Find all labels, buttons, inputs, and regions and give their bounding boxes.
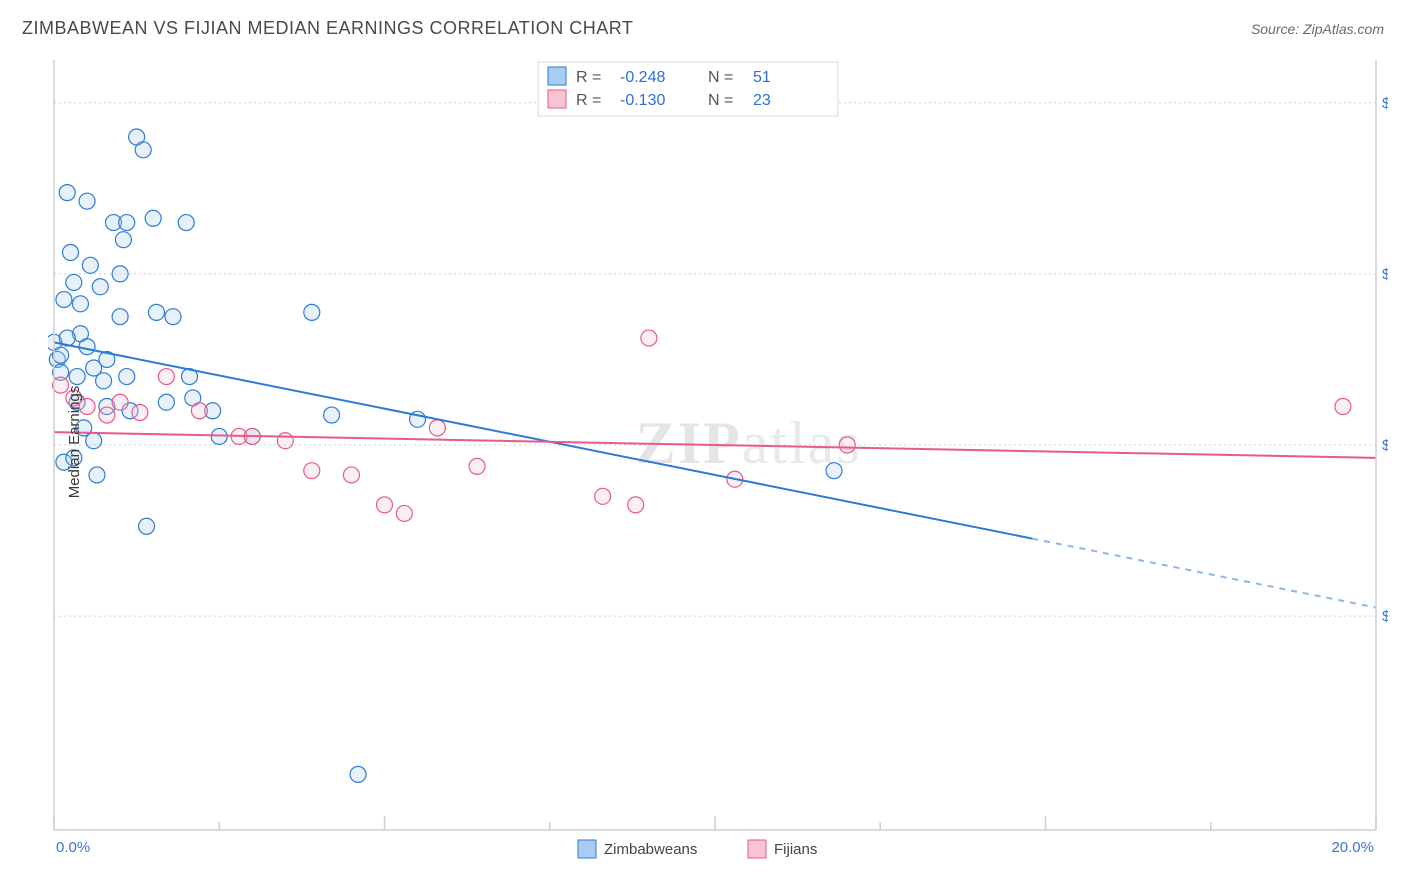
stat-r-label: R = [576, 92, 601, 109]
x-tick-label: 20.0% [1331, 839, 1374, 856]
data-point [63, 245, 79, 261]
data-point [158, 369, 174, 385]
data-point [72, 296, 88, 312]
data-point [119, 215, 135, 231]
data-point [86, 433, 102, 449]
data-point [826, 463, 842, 479]
stat-r-label: R = [576, 69, 601, 86]
source-attribution: Source: ZipAtlas.com [1251, 21, 1384, 37]
data-point [324, 407, 340, 423]
stat-n-label: N = [708, 69, 733, 86]
data-point [96, 373, 112, 389]
stat-n-value: 51 [753, 69, 771, 86]
data-point [304, 304, 320, 320]
y-tick-label: $60,000 [1382, 266, 1388, 283]
stat-n-value: 23 [753, 92, 771, 109]
chart-container: Median Earnings ZIPatlas0.0%20.0%$20,000… [48, 52, 1388, 832]
data-point [178, 215, 194, 231]
legend-swatch [548, 67, 566, 85]
x-tick-label: 0.0% [56, 839, 90, 856]
data-point [595, 488, 611, 504]
data-point [139, 518, 155, 534]
data-point [79, 193, 95, 209]
data-point [165, 309, 181, 325]
data-point [132, 404, 148, 420]
data-point [148, 304, 164, 320]
data-point [158, 394, 174, 410]
data-point [69, 369, 85, 385]
data-point [112, 394, 128, 410]
data-point [191, 403, 207, 419]
y-axis-label: Median Earnings [66, 386, 83, 499]
chart-title: ZIMBABWEAN VS FIJIAN MEDIAN EARNINGS COR… [22, 18, 633, 39]
data-point [82, 257, 98, 273]
data-point [112, 266, 128, 282]
data-point [59, 185, 75, 201]
legend-swatch [578, 840, 596, 858]
trend-line-extrapolated [1032, 539, 1376, 608]
legend-label: Fijians [774, 841, 817, 858]
data-point [429, 420, 445, 436]
data-point [628, 497, 644, 513]
data-point [119, 369, 135, 385]
data-point [92, 279, 108, 295]
legend-label: Zimbabweans [604, 841, 697, 858]
data-point [135, 142, 151, 158]
stat-r-value: -0.248 [620, 69, 665, 86]
data-point [112, 309, 128, 325]
data-point [1335, 399, 1351, 415]
trend-line [54, 342, 1032, 538]
data-point [66, 274, 82, 290]
data-point [145, 210, 161, 226]
data-point [377, 497, 393, 513]
legend-swatch [748, 840, 766, 858]
scatter-plot: ZIPatlas0.0%20.0%$20,000$40,000$60,000$8… [48, 52, 1388, 862]
data-point [53, 347, 69, 363]
data-point [56, 292, 72, 308]
data-point [99, 407, 115, 423]
data-point [350, 766, 366, 782]
stat-n-label: N = [708, 92, 733, 109]
y-tick-label: $40,000 [1382, 437, 1388, 454]
stat-r-value: -0.130 [620, 92, 665, 109]
data-point [79, 339, 95, 355]
data-point [641, 330, 657, 346]
data-point [343, 467, 359, 483]
y-tick-label: $80,000 [1382, 95, 1388, 112]
data-point [277, 433, 293, 449]
data-point [469, 458, 485, 474]
data-point [839, 437, 855, 453]
legend-swatch [548, 90, 566, 108]
data-point [396, 505, 412, 521]
y-tick-label: $20,000 [1382, 608, 1388, 625]
data-point [304, 463, 320, 479]
data-point [115, 232, 131, 248]
data-point [89, 467, 105, 483]
